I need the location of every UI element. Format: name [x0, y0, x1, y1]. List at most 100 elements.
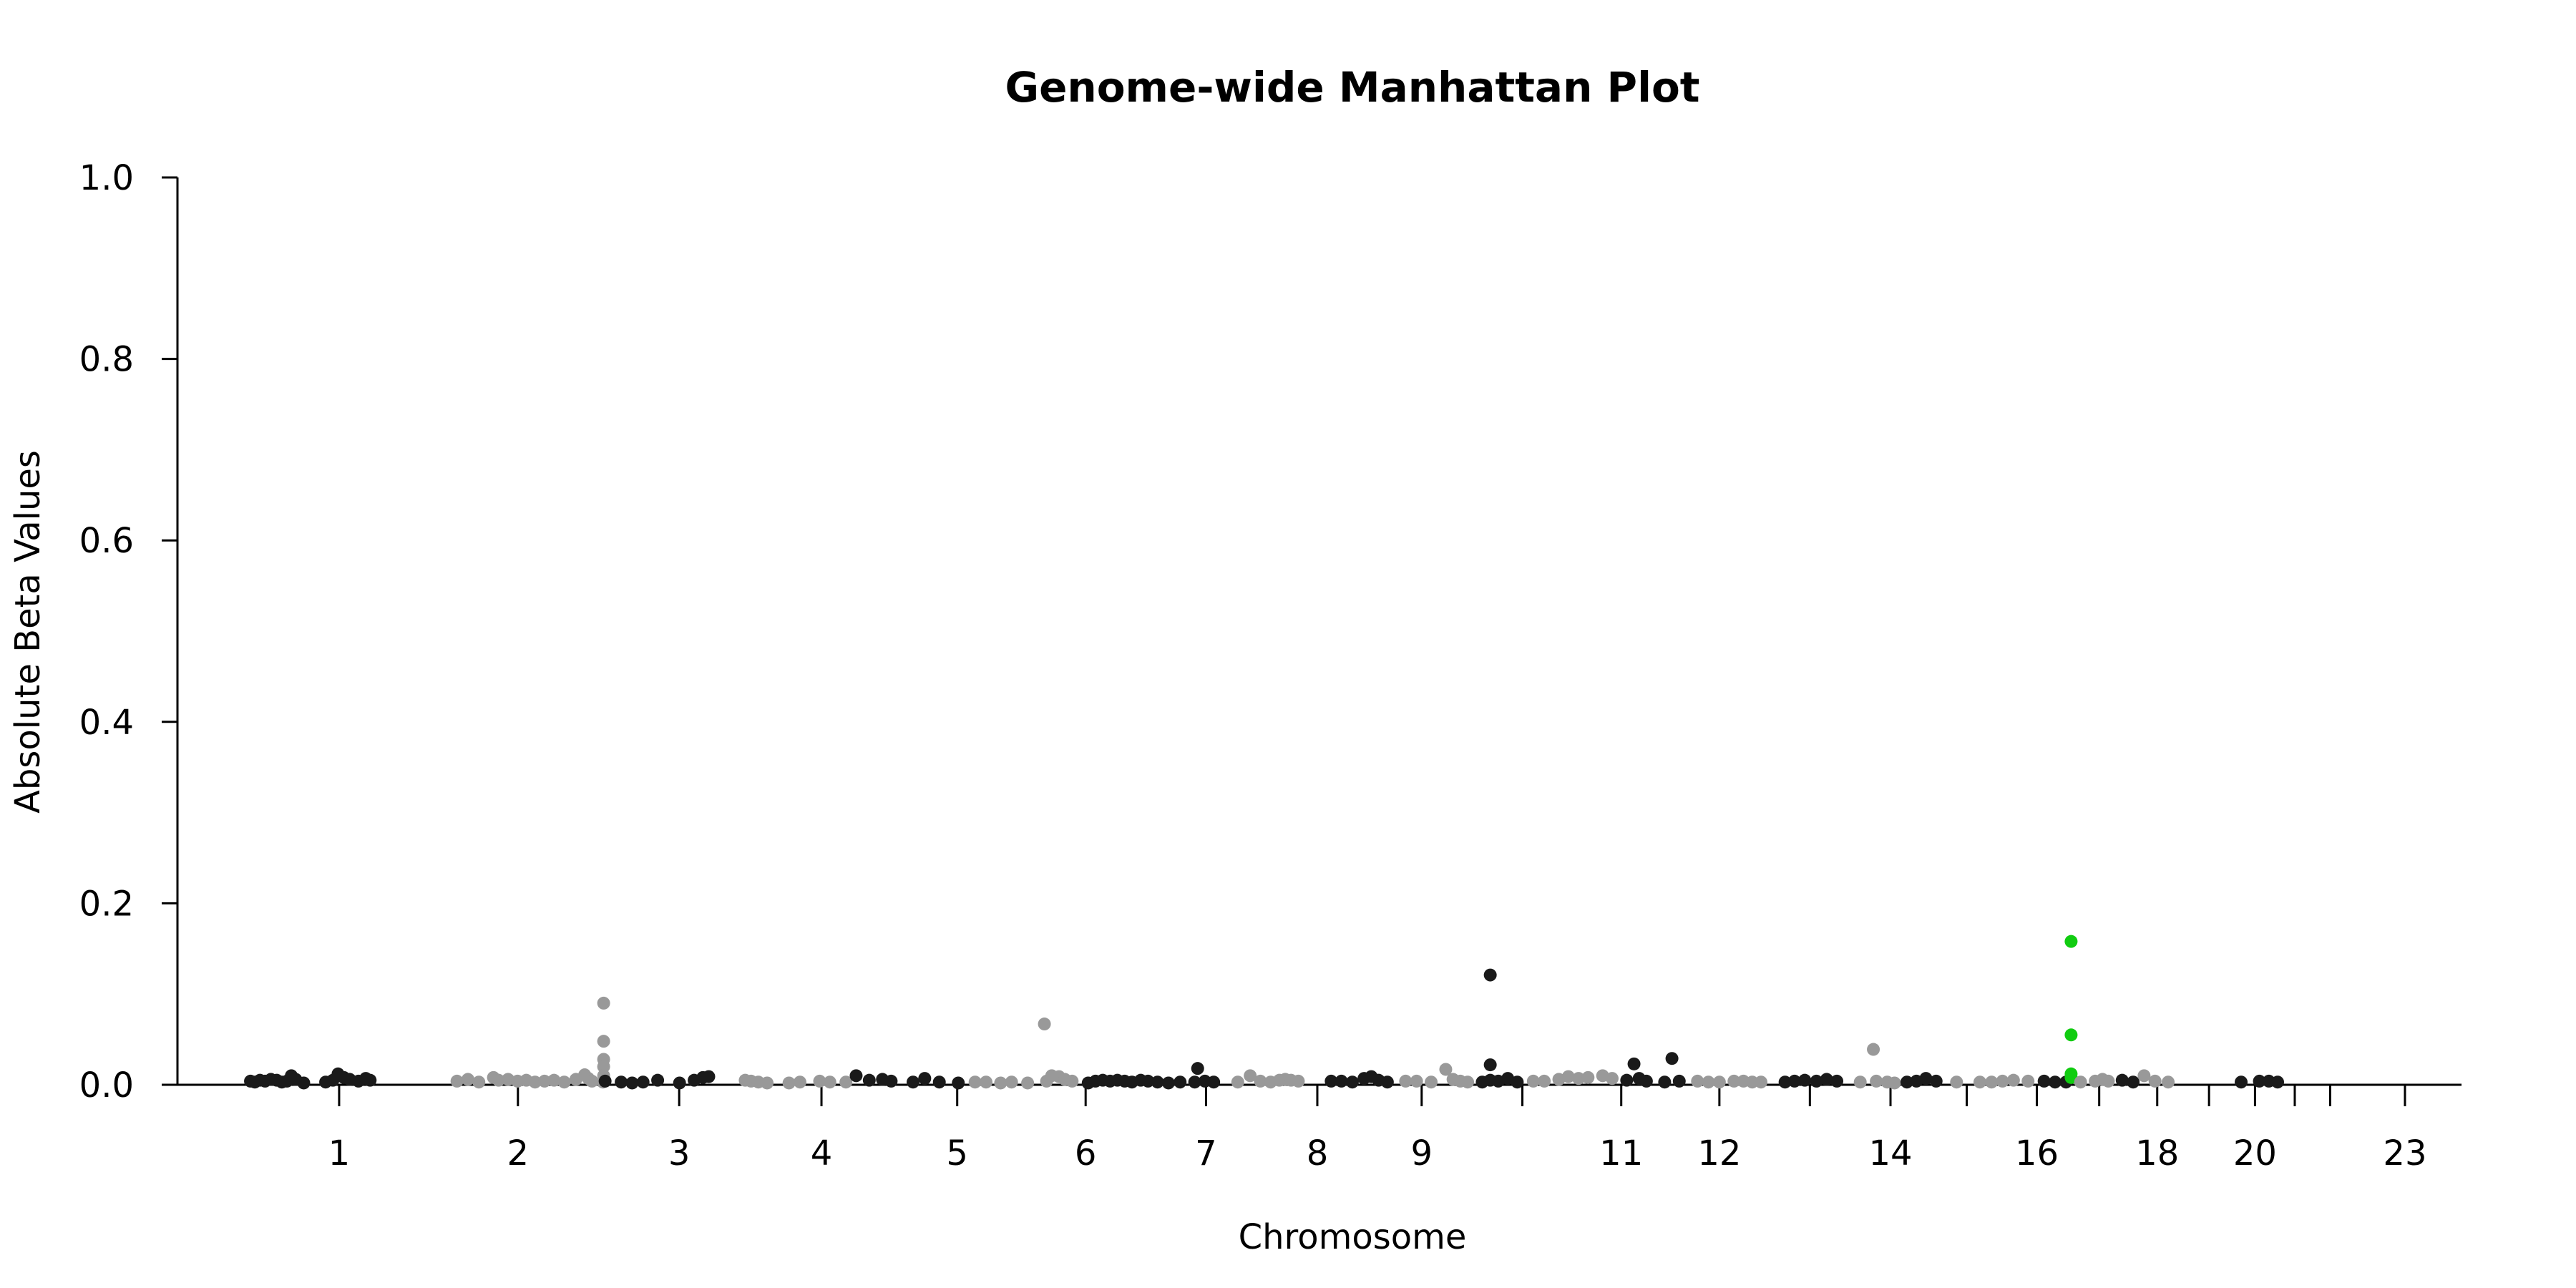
- data-point: [1810, 1074, 1823, 1088]
- data-point: [994, 1076, 1008, 1090]
- x-tick-label: 18: [2135, 1133, 2179, 1174]
- x-tick-label: 7: [1195, 1133, 1217, 1174]
- data-point: [547, 1073, 561, 1087]
- data-point: [862, 1073, 876, 1087]
- data-point: [1787, 1074, 1801, 1088]
- chart-title: Genome-wide Manhattan Plot: [1005, 63, 1699, 112]
- data-point: [2162, 1075, 2175, 1089]
- data-point: [1627, 1057, 1641, 1070]
- x-tick-label: 1: [328, 1133, 351, 1174]
- data-point: [1038, 1018, 1051, 1031]
- data-point: [1658, 1075, 1672, 1089]
- data-point: [1005, 1075, 1018, 1089]
- data-point: [1830, 1074, 1844, 1088]
- data-point: [492, 1073, 505, 1087]
- x-tick-label: 16: [2015, 1133, 2059, 1174]
- y-tick-label: 1.0: [79, 158, 134, 198]
- x-tick-label: 23: [2383, 1133, 2426, 1174]
- y-axis-label: Absolute Beta Values: [8, 450, 48, 814]
- data-point: [968, 1075, 982, 1089]
- data-point: [297, 1076, 311, 1090]
- data-point: [1191, 1062, 1204, 1075]
- data-point: [1141, 1074, 1155, 1088]
- data-point: [1254, 1074, 1267, 1088]
- data-point: [1292, 1074, 1305, 1088]
- data-point: [636, 1075, 650, 1089]
- data-point: [1639, 1074, 1653, 1088]
- data-point: [625, 1076, 639, 1090]
- data-point: [1324, 1074, 1338, 1088]
- data-point: [585, 1074, 599, 1088]
- data-point: [1526, 1074, 1540, 1088]
- data-point: [364, 1073, 377, 1087]
- data-point: [1021, 1076, 1035, 1090]
- data-point: [1691, 1074, 1704, 1088]
- data-point: [1996, 1074, 2009, 1088]
- data-point: [782, 1076, 796, 1090]
- x-tick-label: 9: [1411, 1133, 1433, 1174]
- data-point: [538, 1074, 552, 1088]
- data-point: [918, 1072, 932, 1085]
- x-axis-label: Chromosome: [1239, 1217, 1467, 1257]
- data-point: [2048, 1075, 2062, 1089]
- data-point: [1985, 1075, 1999, 1089]
- data-point: [598, 1074, 612, 1088]
- x-axis: 1 2 3 4 5 6 7 8 9 11 12 14 16 18 20 23: [177, 1083, 2462, 1174]
- data-point: [1483, 968, 1497, 982]
- data-point: [761, 1076, 774, 1090]
- x-tick-label: 20: [2233, 1133, 2277, 1174]
- data-point: [1712, 1075, 1726, 1089]
- x-tick-label: 6: [1075, 1133, 1097, 1174]
- data-point: [2235, 1075, 2248, 1089]
- data-point: [1820, 1073, 1833, 1086]
- data-point: [2074, 1075, 2087, 1089]
- data-point: [1950, 1075, 1963, 1089]
- data-point: [1380, 1075, 1394, 1089]
- data-point: [1345, 1075, 1359, 1089]
- data-point: [673, 1076, 686, 1090]
- data-point: [1335, 1074, 1348, 1088]
- data-point: [884, 1074, 898, 1088]
- data-point: [651, 1073, 665, 1087]
- data-point: [2064, 935, 2078, 948]
- data-point: [1151, 1075, 1164, 1089]
- data-point: [557, 1075, 571, 1089]
- data-point: [2137, 1069, 2151, 1083]
- data-point: [1919, 1072, 1933, 1085]
- data-point: [1798, 1073, 1812, 1087]
- data-point: [1605, 1072, 1619, 1085]
- data-point: [1900, 1075, 1913, 1089]
- data-point: [2037, 1074, 2051, 1088]
- x-tick-label: 5: [946, 1133, 968, 1174]
- data-point: [1702, 1075, 1715, 1089]
- data-point: [597, 1035, 610, 1048]
- data-points: [244, 935, 2285, 1090]
- data-point: [2148, 1074, 2162, 1088]
- data-point: [1853, 1075, 1867, 1089]
- data-point: [1461, 1075, 1475, 1089]
- data-point: [2021, 1074, 2035, 1088]
- data-point: [450, 1074, 464, 1088]
- data-point: [1231, 1075, 1244, 1089]
- data-point: [1581, 1070, 1595, 1084]
- data-point: [1755, 1075, 1768, 1089]
- data-point: [1888, 1076, 1901, 1090]
- data-point: [1620, 1073, 1634, 1087]
- data-point: [932, 1075, 946, 1089]
- data-point: [849, 1069, 863, 1083]
- data-point: [1665, 1052, 1679, 1065]
- x-tick-label: 8: [1307, 1133, 1329, 1174]
- data-point: [1244, 1069, 1257, 1083]
- data-point: [528, 1075, 542, 1089]
- data-point: [2253, 1074, 2266, 1088]
- data-point: [1399, 1074, 1413, 1088]
- y-tick-label: 0.4: [79, 703, 134, 743]
- data-point: [1672, 1074, 1686, 1088]
- data-point: [2271, 1075, 2285, 1089]
- y-tick-label: 0.8: [79, 340, 134, 380]
- data-point: [1538, 1074, 1551, 1088]
- data-point: [1561, 1070, 1575, 1083]
- data-point: [907, 1075, 920, 1089]
- y-tick-label: 0.2: [79, 884, 134, 924]
- data-point: [839, 1075, 853, 1089]
